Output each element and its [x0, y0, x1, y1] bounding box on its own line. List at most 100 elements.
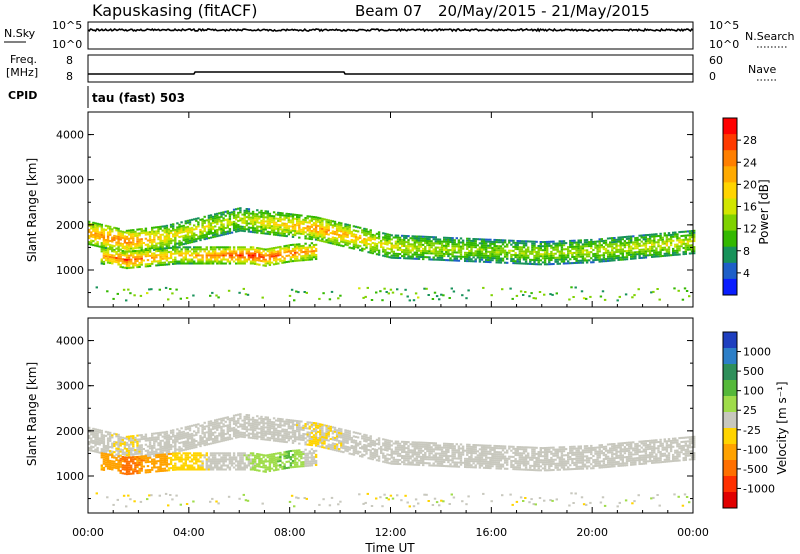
velocity-cell [335, 447, 339, 450]
power-cell [655, 233, 658, 236]
velocity-cell [228, 421, 232, 424]
velocity-cell [356, 432, 360, 435]
velocity-cell [88, 428, 91, 431]
velocity-cell [293, 419, 297, 422]
power-cell [207, 224, 211, 227]
velocity-cell [356, 436, 360, 439]
power-cell [466, 241, 469, 244]
power-cell [440, 252, 444, 255]
power-cell [161, 249, 164, 252]
velocity-cell [338, 435, 341, 438]
velocity-cell [340, 432, 343, 435]
power-cell [153, 246, 156, 249]
velocity-cell [317, 424, 320, 427]
power-cell [308, 244, 311, 247]
velocity-cell [312, 442, 316, 445]
velocity-cell [398, 459, 402, 462]
power-cell [289, 213, 293, 216]
velocity-cell [245, 434, 248, 437]
velocity-cell [279, 426, 282, 429]
power-cell [672, 233, 675, 236]
power-cell [426, 242, 429, 245]
power-cell [281, 228, 284, 231]
power-cell [581, 245, 585, 248]
power-cell [342, 237, 345, 240]
power-cell [411, 235, 414, 238]
power-cell [161, 233, 164, 236]
power-cell [387, 292, 390, 295]
power-cell [482, 246, 486, 249]
power-cell [389, 288, 393, 291]
velocity-cell [211, 434, 215, 437]
power-cell [241, 229, 244, 232]
power-cell [165, 237, 169, 240]
power-cell [386, 237, 389, 240]
power-cell [291, 227, 295, 230]
power-cell [552, 256, 555, 259]
power-cell [188, 239, 192, 242]
power-cell [468, 252, 471, 255]
velocity-cell [159, 446, 162, 449]
velocity-cell [409, 455, 412, 458]
power-cell [264, 248, 267, 251]
power-cell [258, 259, 261, 262]
power-cell [371, 252, 374, 255]
velocity-cell [188, 425, 192, 428]
power-cell [329, 223, 332, 226]
power-cell [667, 238, 671, 241]
power-cell [264, 264, 267, 267]
power-cell [289, 256, 293, 259]
power-cell [455, 255, 458, 258]
power-cell [501, 243, 505, 246]
power-cell [560, 244, 564, 247]
power-cell [367, 243, 370, 246]
power-cell [312, 236, 316, 239]
power-cell [285, 250, 288, 253]
velocity-cell [207, 422, 211, 425]
power-cell [305, 291, 308, 294]
power-cell [182, 243, 185, 246]
power-cell [398, 238, 402, 241]
power-cell [443, 236, 446, 239]
power-cell [499, 249, 503, 252]
power-cell [487, 250, 490, 253]
power-cell [573, 258, 576, 261]
power-cell [239, 254, 242, 257]
power-cell [218, 218, 221, 221]
power-cell [199, 248, 202, 251]
power-cell [220, 254, 223, 257]
velocity-cell [308, 427, 311, 430]
velocity-cell [346, 446, 349, 449]
power-cell [438, 252, 442, 255]
velocity-cell [155, 432, 158, 435]
power-cell [623, 256, 627, 259]
power-cell [211, 226, 215, 229]
power-cell [690, 248, 694, 251]
power-cell [90, 235, 93, 238]
power-cell [245, 248, 248, 251]
power-cell [130, 266, 133, 269]
power-cell [600, 254, 603, 257]
power-cell [398, 253, 402, 256]
power-cell [546, 249, 549, 252]
velocity-cell [203, 421, 206, 424]
power-cell [92, 234, 95, 237]
power-cell [119, 259, 122, 262]
velocity-cell [157, 452, 160, 455]
power-cell [466, 247, 469, 250]
power-cell [609, 251, 612, 254]
power-cell [579, 245, 582, 248]
velocity-cell [430, 458, 433, 461]
power-cell [109, 260, 112, 263]
power-cell [652, 290, 655, 293]
power-cell [249, 256, 253, 259]
velocity-cell [148, 443, 152, 446]
velocity-cell [323, 438, 326, 441]
power-cell [232, 256, 236, 259]
power-cell [254, 219, 257, 222]
power-cell [220, 215, 223, 218]
velocity-cell [140, 434, 143, 437]
velocity-cell [115, 443, 118, 446]
power-cell [651, 245, 654, 248]
velocity-cell [386, 439, 389, 442]
